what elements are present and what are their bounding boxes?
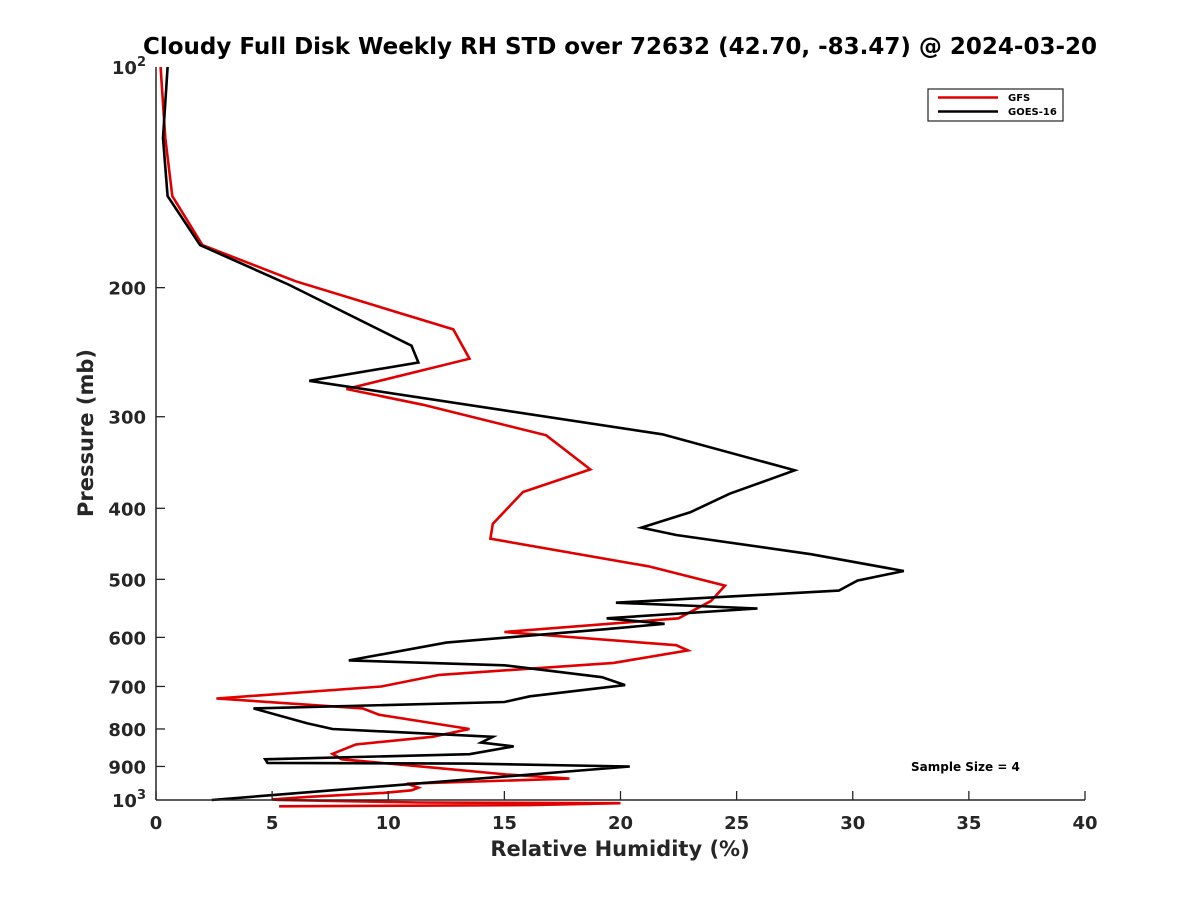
x-tick-label: 35	[956, 813, 981, 834]
y-decade-label: 102	[112, 55, 146, 79]
x-tick-label: 20	[608, 813, 633, 834]
y-tick-label: 600	[108, 628, 146, 649]
series-line-gfs	[159, 66, 728, 808]
x-tick-label: 5	[266, 813, 279, 834]
y-tick-label: 700	[108, 677, 146, 698]
y-tick-label: 400	[108, 499, 146, 520]
chart-title: Cloudy Full Disk Weekly RH STD over 7263…	[143, 34, 1097, 60]
y-tick-label: 500	[108, 570, 146, 591]
legend-box	[927, 88, 1064, 122]
y-tick-label: 900	[108, 757, 146, 778]
y-ticks: 200 300 400 500 600 700 800 900 102 103	[108, 55, 165, 812]
x-axis-label: Relative Humidity (%)	[490, 837, 749, 861]
y-tick-label: 800	[108, 720, 146, 741]
legend-label-goes16: GOES-16	[1008, 107, 1057, 118]
x-tick-label: 40	[1072, 813, 1097, 834]
y-axis-label: Pressure (mb)	[74, 349, 98, 517]
legend-label-gfs: GFS	[1008, 93, 1030, 104]
y-tick-label: 300	[108, 408, 146, 429]
x-tick-label: 0	[150, 813, 163, 834]
x-tick-label: 15	[492, 813, 517, 834]
x-tick-label: 10	[376, 813, 401, 834]
legend: GFS GOES-16	[927, 88, 1064, 122]
x-ticks: 0 5 10 15 20 25 30 35 40	[150, 791, 1098, 834]
x-tick-label: 25	[724, 813, 749, 834]
series-layer	[159, 66, 905, 808]
y-decade-label: 103	[112, 788, 146, 812]
sample-size-annotation: Sample Size = 4	[911, 760, 1020, 774]
series-line-goes16	[161, 66, 905, 802]
x-tick-label: 30	[840, 813, 865, 834]
y-tick-label: 200	[108, 279, 146, 300]
plot-area	[156, 67, 1085, 800]
